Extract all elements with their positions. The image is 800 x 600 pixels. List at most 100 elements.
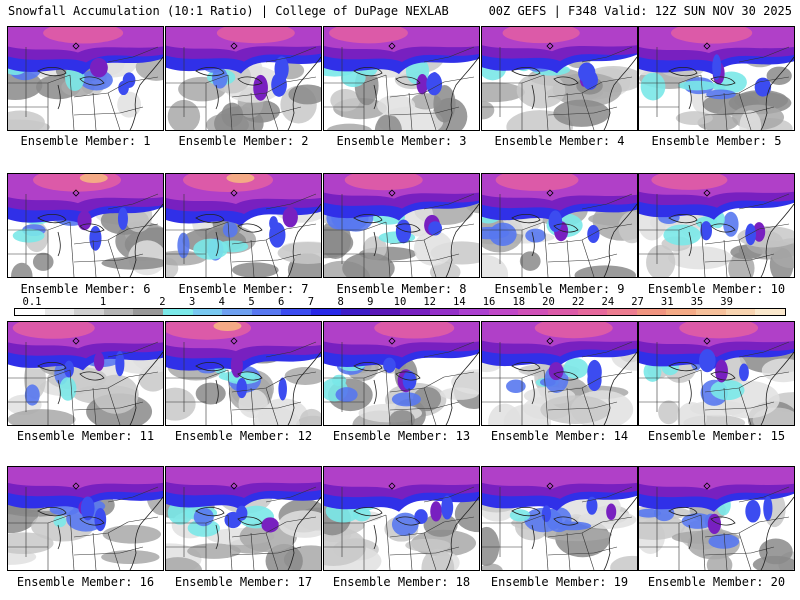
ensemble-panel xyxy=(323,173,480,278)
map-title: Snowfall Accumulation (10:1 Ratio) | Col… xyxy=(8,4,449,18)
colorbar-label: 5 xyxy=(248,296,255,308)
colorbar-label: 20 xyxy=(542,296,555,308)
colorbar-label: 35 xyxy=(690,296,704,308)
colorbar-segment xyxy=(15,309,45,315)
ensemble-member-label: Ensemble Member: 6 xyxy=(20,282,151,296)
colorbar-label: 39 xyxy=(720,296,733,308)
ensemble-panel xyxy=(323,466,480,571)
snowfall-map xyxy=(324,322,479,425)
colorbar-label: 9 xyxy=(367,296,374,308)
ensemble-panel xyxy=(638,173,795,278)
colorbar-segment xyxy=(44,309,75,315)
colorbar-segment xyxy=(459,309,489,315)
ensemble-panel xyxy=(7,26,164,131)
colorbar-label: 22 xyxy=(571,296,585,308)
ensemble-panel xyxy=(165,466,322,571)
colorbar-segment xyxy=(399,309,430,315)
colorbar-label: 31 xyxy=(660,296,674,308)
colorbar-label: 12 xyxy=(423,296,437,308)
ensemble-member-label: Ensemble Member: 4 xyxy=(494,134,625,148)
colorbar-label: 1 xyxy=(99,296,107,308)
colorbar-segment xyxy=(311,309,341,315)
snowfall-map xyxy=(482,467,637,570)
colorbar-label: 24 xyxy=(601,296,615,308)
ensemble-member-label: Ensemble Member: 16 xyxy=(16,575,155,589)
colorbar-label: 18 xyxy=(512,296,526,308)
colorbar-segment xyxy=(725,309,756,315)
colorbar-segment xyxy=(251,309,282,315)
ensemble-panel xyxy=(638,466,795,571)
snowfall-map xyxy=(324,174,479,277)
ensemble-panel xyxy=(323,321,480,426)
colorbar-segment xyxy=(74,309,104,315)
snowfall-map xyxy=(8,27,163,130)
colorbar-segment xyxy=(488,309,519,315)
colorbar-segment xyxy=(192,309,223,315)
colorbar-label: 8 xyxy=(337,296,344,308)
ensemble-member-label: Ensemble Member: 15 xyxy=(647,429,786,443)
colorbar-segment xyxy=(281,309,312,315)
ensemble-member-label: Ensemble Member: 13 xyxy=(332,429,471,443)
snowfall-map xyxy=(639,467,794,570)
snowfall-map xyxy=(639,27,794,130)
colorbar-segment xyxy=(577,309,608,315)
ensemble-member-label: Ensemble Member: 10 xyxy=(647,282,786,296)
ensemble-panel xyxy=(481,26,638,131)
ensemble-member-label: Ensemble Member: 3 xyxy=(336,134,467,148)
ensemble-member-label: Ensemble Member: 9 xyxy=(494,282,625,296)
ensemble-member-label: Ensemble Member: 5 xyxy=(651,134,782,148)
ensemble-member-label: Ensemble Member: 18 xyxy=(332,575,471,589)
colorbar-label: 27 xyxy=(631,296,644,308)
colorbar-label: 4 xyxy=(218,296,226,308)
snowfall-map xyxy=(8,467,163,570)
snowfall-map xyxy=(166,322,321,425)
snowfall-map xyxy=(639,174,794,277)
colorbar-segment xyxy=(133,309,164,315)
ensemble-member-label: Ensemble Member: 2 xyxy=(178,134,309,148)
colorbar-segment xyxy=(755,309,785,315)
ensemble-panel xyxy=(638,321,795,426)
ensemble-panel xyxy=(638,26,795,131)
colorbar-label: 2 xyxy=(159,296,166,308)
colorbar-segment xyxy=(607,309,637,315)
snowfall-map xyxy=(482,322,637,425)
colorbar-labels: 0.1 1 2 3 4 5 6 7 8 9 10 12 14 16 18 20 22 24 27 31 35 39 xyxy=(14,296,786,308)
colorbar-segment xyxy=(340,309,371,315)
ensemble-panel xyxy=(481,321,638,426)
ensemble-member-label: Ensemble Member: 19 xyxy=(490,575,629,589)
ensemble-member-label: Ensemble Member: 20 xyxy=(647,575,786,589)
colorbar-segment xyxy=(547,309,578,315)
snowfall-map xyxy=(324,27,479,130)
colorbar-label: 10 xyxy=(393,296,407,308)
colorbar-segment xyxy=(103,309,134,315)
ensemble-panel xyxy=(165,26,322,131)
snowfall-map xyxy=(166,467,321,570)
colorbar-segment xyxy=(636,309,667,315)
colorbar xyxy=(14,308,786,316)
ensemble-member-label: Ensemble Member: 8 xyxy=(336,282,467,296)
colorbar-segment xyxy=(222,309,252,315)
ensemble-panel xyxy=(481,173,638,278)
colorbar-segment xyxy=(163,309,193,315)
snowfall-map xyxy=(482,174,637,277)
ensemble-panel xyxy=(481,466,638,571)
snowfall-map xyxy=(639,322,794,425)
colorbar-label: 7 xyxy=(307,296,315,308)
colorbar-segment xyxy=(429,309,460,315)
ensemble-panel xyxy=(165,321,322,426)
colorbar-segment xyxy=(666,309,697,315)
ensemble-member-label: Ensemble Member: 7 xyxy=(178,282,309,296)
colorbar-segment xyxy=(370,309,400,315)
ensemble-panel xyxy=(7,466,164,571)
colorbar-label: 14 xyxy=(453,296,466,308)
ensemble-panel xyxy=(7,173,164,278)
snowfall-map xyxy=(166,27,321,130)
ensemble-member-label: Ensemble Member: 11 xyxy=(16,429,155,443)
colorbar-label: 16 xyxy=(482,296,496,308)
snowfall-map xyxy=(324,467,479,570)
valid-time: 00Z GEFS | F348 Valid: 12Z SUN NOV 30 20… xyxy=(488,4,792,18)
colorbar-label: 3 xyxy=(188,296,196,308)
ensemble-member-label: Ensemble Member: 14 xyxy=(490,429,629,443)
colorbar-label: 6 xyxy=(278,296,285,308)
ensemble-panel xyxy=(323,26,480,131)
